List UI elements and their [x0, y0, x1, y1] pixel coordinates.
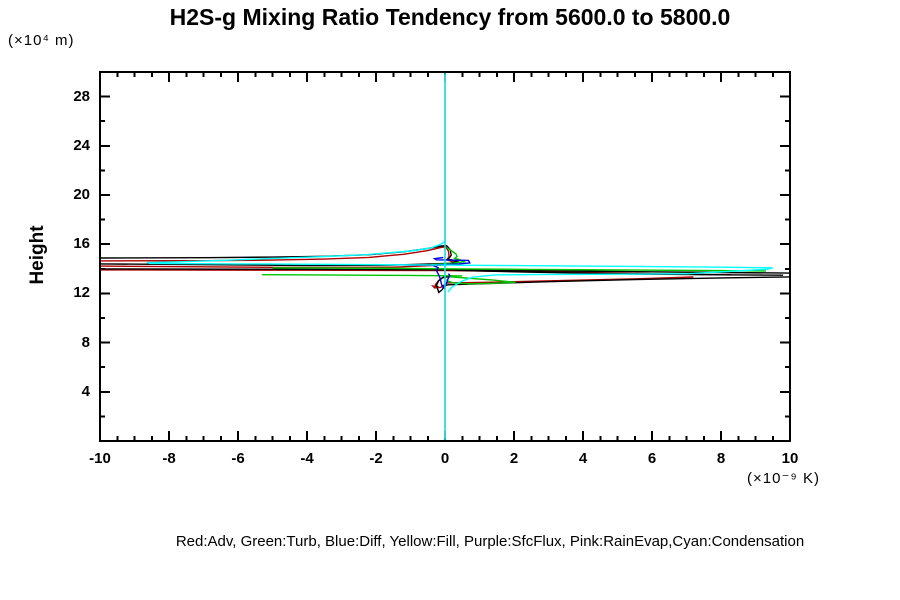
y-tick-label: 8	[81, 333, 90, 351]
series-turb	[431, 247, 467, 266]
x-tick-label: -6	[231, 450, 245, 467]
x-tick-label: 10	[781, 450, 799, 467]
y-tick-label: 12	[73, 284, 90, 302]
series-turb	[272, 267, 766, 272]
series-diff	[432, 264, 451, 290]
x-tick-label: 6	[647, 450, 657, 467]
y-tick-label: 16	[73, 235, 90, 253]
series-turb	[262, 274, 463, 277]
x-tick-label: -10	[89, 450, 111, 467]
series-black	[435, 275, 789, 294]
page-title: H2S-g Mixing Ratio Tendency from 5600.0 …	[169, 4, 731, 30]
legend-text: Red:Adv, Green:Turb, Blue:Diff, Yellow:F…	[175, 533, 805, 550]
x-tick-label: -8	[162, 450, 176, 467]
x-tick-label: -2	[369, 450, 383, 467]
x-tick-label: 4	[578, 450, 588, 467]
x-tick-label: 0	[440, 450, 450, 467]
y-tick-label: 4	[81, 382, 90, 400]
x-tick-label: -4	[300, 450, 314, 467]
series-condensation	[146, 239, 773, 293]
y-tick-label: 24	[73, 136, 90, 154]
series-turb	[446, 276, 516, 285]
y-tick-label: 20	[73, 186, 90, 203]
y-axis-unit-label: (×10⁴ m)	[8, 32, 75, 49]
x-tick-label: 8	[716, 450, 726, 467]
x-tick-label: 2	[509, 450, 519, 467]
y-tick-label: 28	[73, 87, 90, 105]
x-axis-unit-label: (×10⁻⁹ K)	[747, 470, 820, 487]
